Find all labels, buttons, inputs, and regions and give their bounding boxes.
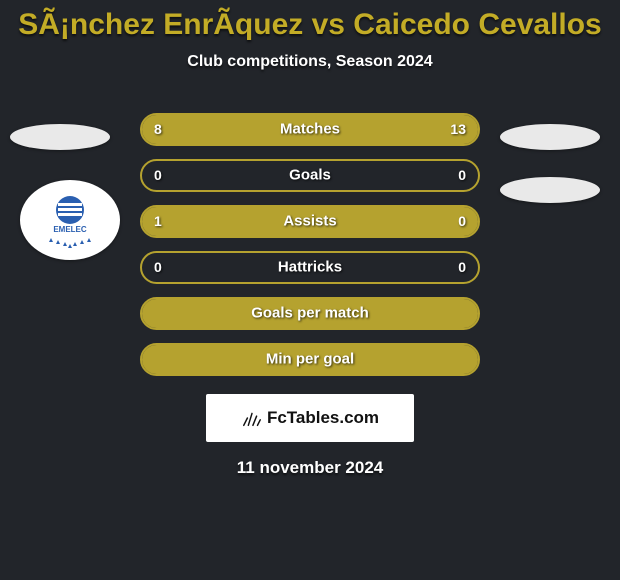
stat-value-right: 0 — [458, 167, 466, 183]
stat-row-min-per-goal: Min per goal — [140, 343, 480, 376]
stat-label: Goals — [142, 167, 478, 184]
bar-fill-right — [270, 115, 478, 144]
stat-row-goals: 0 0Goals — [140, 159, 480, 192]
stat-label: Hattricks — [142, 259, 478, 276]
player-right-placeholder-1 — [500, 124, 600, 150]
player-right-placeholder-2 — [500, 177, 600, 203]
fctables-badge[interactable]: FcTables.com — [206, 394, 414, 442]
fctables-logo-icon — [241, 407, 263, 429]
stats-column: 813Matches00Goals10Assists00HattricksGoa… — [140, 113, 480, 376]
stat-row-matches: 813Matches — [140, 113, 480, 146]
page-subtitle: Club competitions, Season 2024 — [0, 53, 620, 71]
stat-value-right: 0 — [458, 259, 466, 275]
stat-value-left: 0 — [154, 167, 162, 183]
stat-row-goals-per-match: Goals per match — [140, 297, 480, 330]
page-title: SÃ¡nchez EnrÃ­quez vs Caicedo Cevallos — [0, 0, 620, 43]
bar-fill-left — [142, 207, 478, 236]
svg-text:EMELEC: EMELEC — [53, 225, 87, 234]
bar-fill-left — [142, 115, 270, 144]
snapshot-date: 11 november 2024 — [0, 458, 620, 478]
stat-value-left: 0 — [154, 259, 162, 275]
emelec-crest-icon: EMELEC — [37, 190, 103, 250]
comparison-widget: SÃ¡nchez EnrÃ­quez vs Caicedo Cevallos C… — [0, 0, 620, 580]
stat-row-hattricks: 0 0Hattricks — [140, 251, 480, 284]
bar-fill — [142, 299, 478, 328]
fctables-text: FcTables.com — [267, 408, 379, 428]
stat-row-assists: 10Assists — [140, 205, 480, 238]
bar-fill — [142, 345, 478, 374]
player-left-placeholder — [10, 124, 110, 150]
club-badge-left: EMELEC — [20, 180, 120, 260]
